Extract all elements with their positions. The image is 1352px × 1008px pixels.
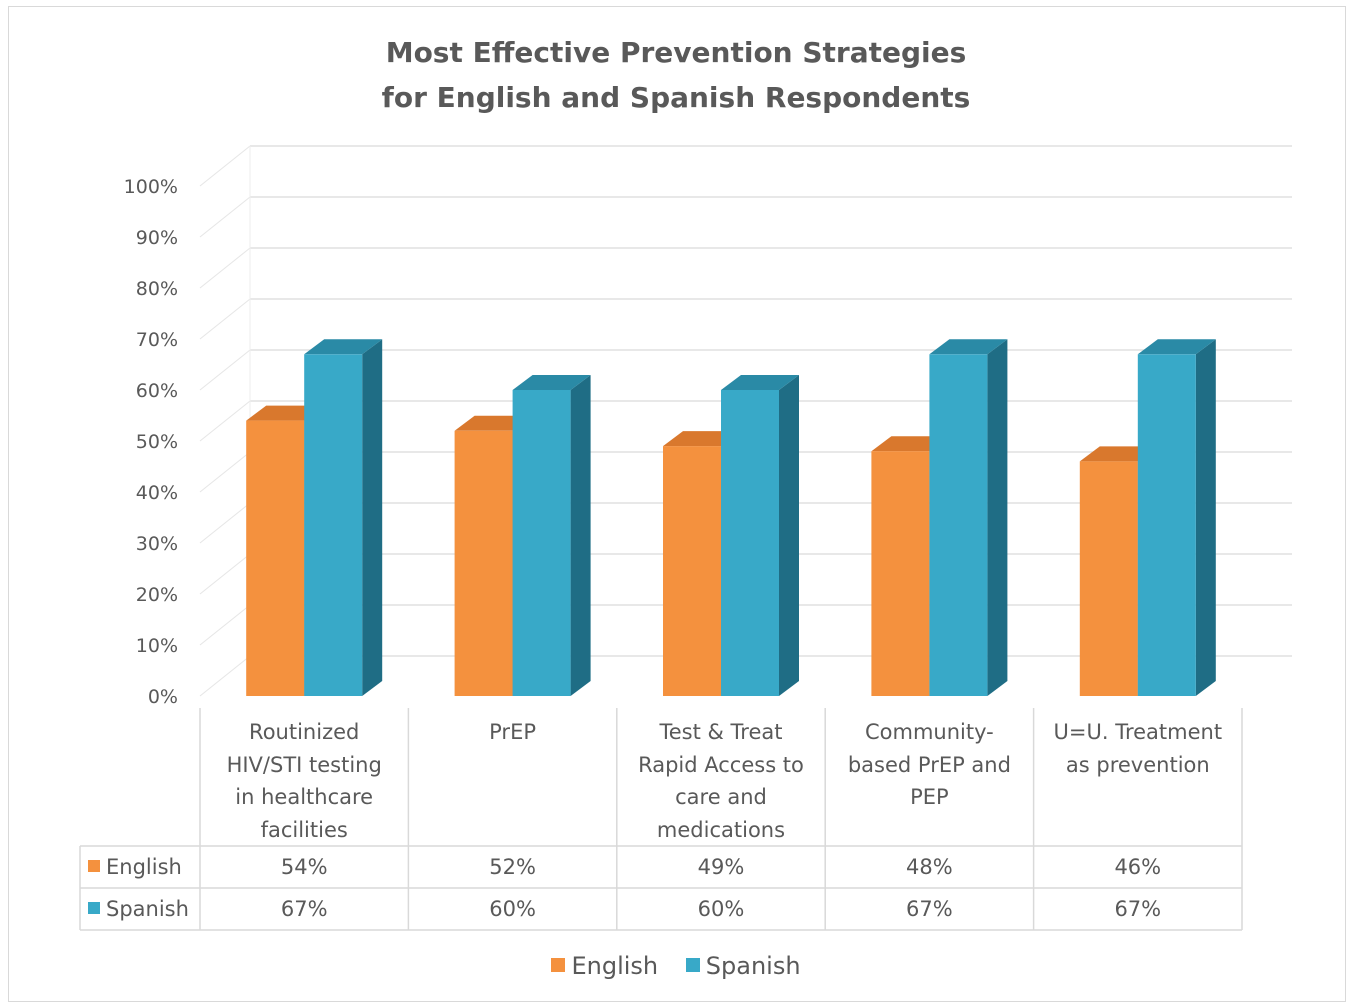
y-tick-label-10: 10% xyxy=(136,635,178,657)
data-label-english-1: 54% xyxy=(280,855,328,879)
gridline-side-20 xyxy=(199,553,251,595)
category-label-2: PrEP xyxy=(408,716,616,846)
legend-label-spanish: Spanish xyxy=(705,952,801,980)
category-label-5-line-2: as prevention xyxy=(1065,752,1210,777)
category-label-1-line-2: HIV/STI testing xyxy=(226,752,382,777)
y-tick-label-30: 30% xyxy=(136,533,178,555)
bar-spanish-4 xyxy=(929,354,988,696)
gridline-side-100 xyxy=(199,145,251,187)
bar-spanish-4-side xyxy=(987,339,1008,696)
bar-spanish-5-side xyxy=(1195,339,1216,696)
y-tick-label-60: 60% xyxy=(136,380,178,402)
table-row-header-spanish: Spanish xyxy=(80,888,200,930)
y-tick-label-70: 70% xyxy=(136,329,178,351)
y-tick-label-80: 80% xyxy=(136,278,178,300)
bar-spanish-3 xyxy=(721,390,779,696)
table-swatch-spanish xyxy=(88,902,100,914)
gridline-side-30 xyxy=(199,502,251,544)
bar-spanish-1-top xyxy=(304,339,383,355)
legend-item-english: English xyxy=(551,952,658,980)
category-label-1-line-1: Routinized xyxy=(249,720,360,744)
category-label-3-line-1: Test & Treat xyxy=(659,720,783,744)
bar-english-4 xyxy=(871,451,930,696)
category-label-2-line-1: PrEP xyxy=(489,720,537,744)
category-label-1-line-3: in healthcare xyxy=(235,785,374,809)
legend-item-spanish: Spanish xyxy=(685,952,801,980)
table-swatch-english xyxy=(88,860,100,872)
data-label-english-4: 48% xyxy=(906,855,953,879)
table-row-label-spanish: Spanish xyxy=(106,897,189,921)
bar-spanish-3-top xyxy=(721,375,799,390)
bar-spanish-2 xyxy=(512,390,571,696)
chart-title-line-2: for English and Spanish Respondents xyxy=(381,81,971,114)
category-label-3-line-3: care and xyxy=(675,785,767,809)
category-label-4-line-1: Community- xyxy=(865,720,994,744)
gridline-side-60 xyxy=(199,349,251,391)
gridline-side-90 xyxy=(199,196,251,238)
data-label-spanish-5: 67% xyxy=(1114,897,1162,921)
legend-label-english: English xyxy=(571,952,659,980)
bar-english-5 xyxy=(1079,461,1138,696)
category-label-3: Test & Treat Rapid Access to care and medic… xyxy=(617,716,825,846)
bar-spanish-5-top xyxy=(1137,339,1216,355)
y-tick-label-90: 90% xyxy=(136,227,178,249)
gridline-side-50 xyxy=(199,400,251,442)
table-row-label-english: English xyxy=(106,855,182,879)
category-label-3-line-4: medications xyxy=(656,817,786,842)
data-label-spanish-1: 67% xyxy=(280,897,328,921)
legend-swatch-english xyxy=(551,958,566,972)
data-label-english-5: 46% xyxy=(1114,855,1162,879)
category-label-5: U=U. Treatment as prevention xyxy=(1034,716,1242,846)
category-label-1-line-4: facilities xyxy=(260,817,348,842)
category-label-3-line-2: Rapid Access to xyxy=(638,752,804,777)
bar-english-1 xyxy=(246,420,305,696)
legend: English Spanish xyxy=(0,952,1352,980)
gridline-side-70 xyxy=(199,298,251,340)
data-label-english-3: 49% xyxy=(697,855,745,879)
bar-spanish-2-side xyxy=(570,375,591,696)
gridline-side-10 xyxy=(199,604,251,646)
data-label-spanish-2: 60% xyxy=(489,897,536,921)
data-label-spanish-3: 60% xyxy=(697,897,745,921)
legend-swatch-spanish xyxy=(685,958,700,972)
bar-spanish-4-top xyxy=(929,339,1008,355)
bar-spanish-3-side xyxy=(779,375,799,696)
gridline-side-0 xyxy=(199,655,251,697)
chart-title-line-1: Most Effective Prevention Strategies xyxy=(385,36,967,69)
y-tick-label-50: 50% xyxy=(136,431,178,453)
bar-english-2 xyxy=(454,430,513,696)
data-label-spanish-4: 67% xyxy=(906,897,953,921)
category-label-4-line-3: PEP xyxy=(910,785,949,809)
category-label-1: Routinized HIV/STI testing in healthcare fa… xyxy=(200,716,408,846)
data-label-english-2: 52% xyxy=(489,855,536,879)
table-row-header-english: English xyxy=(80,846,200,888)
bar-spanish-2-top xyxy=(512,375,591,390)
y-tick-label-0: 0% xyxy=(148,686,178,708)
y-tick-label-40: 40% xyxy=(136,482,178,504)
gridline-side-40 xyxy=(199,451,251,493)
bar-spanish-5 xyxy=(1137,354,1196,696)
bar-spanish-1 xyxy=(304,354,363,696)
gridline-side-80 xyxy=(199,247,251,289)
y-tick-label-100: 100% xyxy=(124,176,178,198)
chart-title: Most Effective Prevention Strategies for… xyxy=(0,30,1352,120)
category-label-4: Community-based PrEP and PEP xyxy=(825,716,1033,846)
bar-spanish-1-side xyxy=(362,339,383,696)
y-tick-label-20: 20% xyxy=(136,584,178,606)
category-label-4-line-2: based PrEP and xyxy=(847,752,1011,777)
category-label-5-line-1: U=U. Treatment xyxy=(1053,720,1223,744)
bar-english-3 xyxy=(663,446,721,696)
